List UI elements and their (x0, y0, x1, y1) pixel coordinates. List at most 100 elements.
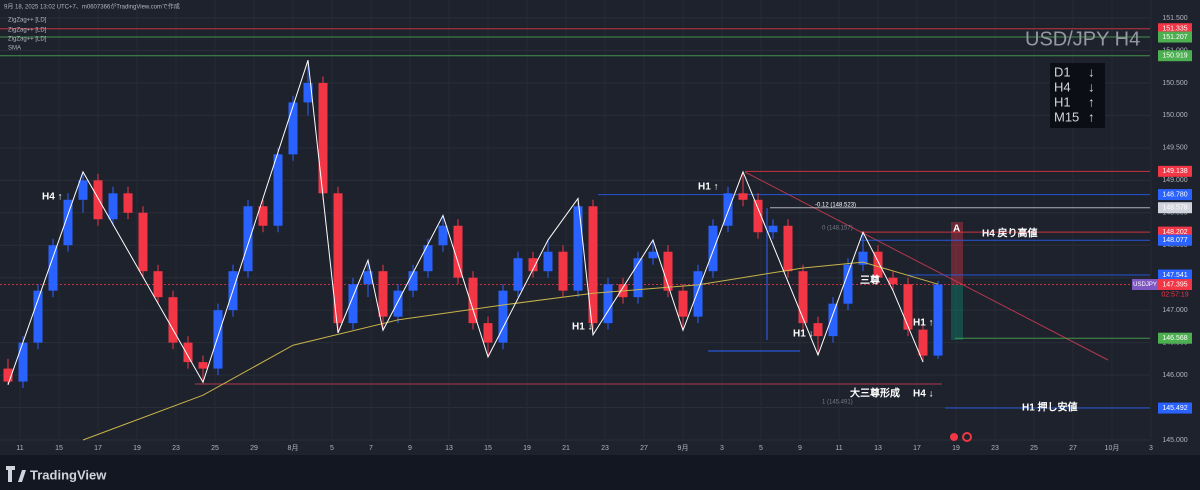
price-tag-label: 148.780 (1162, 191, 1187, 198)
price-tag-label: 149.138 (1162, 168, 1187, 175)
candle-body (483, 323, 493, 343)
candle-body (333, 193, 343, 324)
x-tick-label: 11 (835, 445, 842, 452)
price-tag (1158, 189, 1192, 201)
y-tick-label: 151.500 (1162, 15, 1187, 22)
x-tick-label: 9月 (678, 444, 689, 452)
candle-body (453, 225, 463, 278)
x-tick-label: 5 (759, 445, 763, 452)
x-tick-label: 13 (874, 445, 882, 452)
candle-body (603, 284, 613, 324)
candle-body (663, 251, 673, 291)
panel-direction: ↑ (1088, 94, 1095, 109)
annotation: 三尊 (860, 274, 880, 287)
candle-body (558, 251, 568, 291)
panel-timeframe: M15 (1054, 109, 1079, 124)
symbol-tag (1132, 279, 1158, 291)
panel-timeframe: D1 (1054, 64, 1071, 79)
panel-timeframe: H4 (1054, 79, 1071, 94)
symbol-tag-label: USDJPY (1133, 282, 1157, 288)
annotation: H1 ↑ (913, 318, 934, 329)
panel-direction: ↑ (1088, 109, 1095, 124)
trend-line (744, 171, 1109, 361)
candle-body (798, 271, 808, 324)
x-tick-label: 8月 (288, 444, 299, 452)
candle-body (183, 342, 193, 363)
price-tag (1158, 269, 1192, 281)
alert-icon[interactable] (950, 433, 958, 441)
price-tag (1158, 279, 1192, 291)
y-tick-label: 145.000 (1162, 437, 1187, 444)
x-tick-label: 25 (1030, 445, 1038, 452)
candle-body (63, 199, 73, 246)
x-tick-label: 27 (1069, 445, 1077, 452)
price-tag-label: 148.077 (1162, 237, 1187, 244)
candle-body (303, 82, 313, 103)
indicator-label: SMA (8, 46, 21, 52)
candle-body (903, 284, 913, 330)
price-tag-label: 148.202 (1162, 229, 1187, 236)
fib-label: -0.12 (148.523) (815, 203, 856, 209)
x-tick-label: 15 (55, 445, 63, 452)
x-tick-label: 17 (913, 445, 921, 452)
candle-body (378, 271, 388, 317)
candle-body (693, 271, 703, 317)
candle-body (78, 180, 88, 200)
candle-body (918, 329, 928, 356)
x-tick-label: 19 (523, 445, 531, 452)
annotation: H1 押し安値 (1022, 401, 1078, 414)
annotation: 大三尊形成 (850, 387, 900, 400)
candle-body (723, 193, 733, 226)
panel-direction: ↓ (1088, 64, 1095, 79)
candle-body (153, 271, 163, 298)
candle-body (933, 284, 943, 356)
x-tick-label: 29 (250, 445, 258, 452)
candle-body (873, 251, 883, 278)
position-loss-zone (951, 222, 963, 285)
trend-panel (1050, 63, 1105, 128)
candle-body (588, 206, 598, 324)
replay-icon[interactable] (962, 432, 972, 442)
x-tick-label: 15 (484, 445, 492, 452)
indicator-label: ZigZag++ [LD] (8, 28, 47, 34)
candle-body (123, 193, 133, 213)
x-tick-label: 9 (798, 445, 802, 452)
candle-body (768, 225, 778, 233)
candle-body (273, 154, 283, 226)
x-tick-label: 3 (1149, 445, 1153, 452)
price-tag-label: 147.541 (1162, 272, 1187, 279)
price-tag-label: 147.395 (1162, 281, 1187, 288)
candle-body (243, 206, 253, 272)
price-tag (1158, 202, 1192, 214)
candle-body (168, 297, 178, 343)
x-tick-label: 5 (330, 445, 334, 452)
x-tick-label: 19 (133, 445, 141, 452)
x-tick-label: 23 (601, 445, 609, 452)
x-tick-label: 25 (211, 445, 219, 452)
candle-body (738, 193, 748, 200)
sma-line (82, 261, 939, 441)
x-tick-label: 23 (172, 445, 180, 452)
zigzag-line (7, 60, 924, 385)
countdown: 02:57:19 (1161, 291, 1188, 298)
header: 9月 18, 2025 13:02 UTC+7、m0607366がTrading… (4, 3, 180, 11)
price-axis: 145.000145.500146.000146.500147.000147.5… (16, 15, 1192, 452)
price-tag (1158, 402, 1192, 414)
x-tick-label: 10月 (1105, 444, 1120, 452)
x-tick-label: 27 (640, 445, 648, 452)
annotation: H1 ↓ (793, 329, 814, 340)
candle-body (513, 258, 523, 291)
indicator-label: ZigZag++ [LD] (8, 37, 47, 43)
price-tag-label: 146.568 (1162, 335, 1187, 342)
annotation: A (953, 224, 960, 235)
x-tick-label: 11 (16, 445, 23, 452)
footer (0, 455, 1200, 490)
candle-body (468, 277, 478, 324)
candle-body (393, 290, 403, 317)
candle-body (528, 258, 538, 272)
candle-body (648, 251, 658, 259)
y-tick-label: 146.000 (1162, 372, 1187, 379)
fib-label: 0 (148.157) (822, 226, 853, 232)
x-tick-label: 3 (720, 445, 724, 452)
